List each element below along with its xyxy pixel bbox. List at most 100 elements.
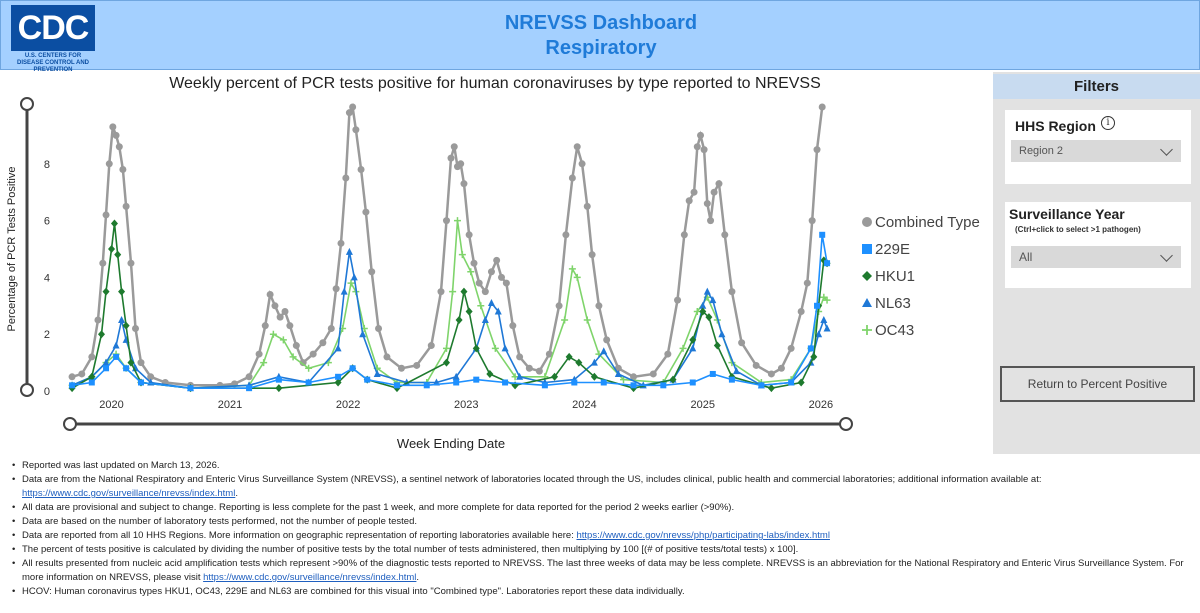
data-point-oc43 bbox=[491, 344, 499, 352]
data-point-combined-type bbox=[649, 370, 657, 378]
data-point-229e bbox=[788, 379, 795, 386]
data-point-hku1 bbox=[797, 378, 805, 387]
data-point-combined-type bbox=[697, 131, 705, 139]
y-tick-label: 8 bbox=[44, 159, 50, 171]
data-point-229e bbox=[393, 382, 400, 389]
note-suffix: . bbox=[235, 488, 238, 499]
data-point-hku1 bbox=[551, 372, 559, 381]
data-point-combined-type bbox=[535, 367, 543, 375]
info-icon[interactable]: i bbox=[1101, 116, 1115, 130]
cdc-logo-subtext: U.S. CENTERS FOR DISEASE CONTROL AND PRE… bbox=[16, 53, 89, 73]
data-point-combined-type bbox=[413, 361, 421, 369]
data-point-229e bbox=[453, 379, 460, 386]
x-range-slider-handle-left[interactable] bbox=[63, 417, 77, 431]
data-point-combined-type bbox=[119, 165, 127, 173]
data-point-combined-type bbox=[777, 364, 785, 372]
data-point-combined-type bbox=[357, 165, 365, 173]
x-tick-label: 2023 bbox=[454, 399, 478, 411]
data-point-hku1 bbox=[486, 369, 494, 378]
region-filter-card: HHS Region i Region 2 bbox=[1005, 110, 1191, 184]
data-point-combined-type bbox=[707, 217, 715, 225]
coronavirus-chart: Percentage of PCR Tests Positive 0 2 4 6 8 202… bbox=[6, 97, 980, 451]
note-item: Reported was last updated on March 13, 2… bbox=[12, 459, 1192, 473]
data-point-oc43 bbox=[511, 373, 519, 381]
data-point-nl63 bbox=[823, 324, 831, 332]
y-range-slider-handle-top[interactable] bbox=[20, 97, 34, 111]
data-point-combined-type bbox=[450, 143, 458, 151]
x-axis-label: Week Ending Date bbox=[397, 436, 505, 451]
data-point-combined-type bbox=[475, 279, 483, 287]
data-point-combined-type bbox=[131, 325, 139, 333]
note-text: Data are reported from all 10 HHS Region… bbox=[22, 530, 577, 541]
data-point-combined-type bbox=[818, 103, 826, 111]
data-point-229e bbox=[630, 382, 637, 389]
data-point-combined-type bbox=[752, 361, 760, 369]
region-select[interactable]: Region 2 bbox=[1011, 140, 1181, 162]
data-point-combined-type bbox=[568, 174, 576, 182]
data-point-hku1 bbox=[127, 358, 135, 367]
data-point-229e bbox=[814, 302, 821, 309]
data-point-combined-type bbox=[710, 188, 718, 196]
note-item: Data are from the National Respiratory a… bbox=[12, 473, 1192, 501]
data-point-combined-type bbox=[787, 344, 795, 352]
data-point-oc43 bbox=[269, 330, 277, 338]
year-select[interactable]: All bbox=[1011, 246, 1181, 268]
x-tick-label: 2021 bbox=[218, 399, 242, 411]
data-point-combined-type bbox=[427, 342, 435, 350]
data-point-oc43 bbox=[260, 359, 268, 367]
data-point-nl63 bbox=[118, 316, 126, 323]
y-tick-label: 2 bbox=[44, 329, 50, 341]
header-bar: CDC U.S. CENTERS FOR DISEASE CONTROL AND… bbox=[0, 0, 1200, 73]
data-point-combined-type bbox=[497, 273, 505, 281]
note-link[interactable]: https://www.cdc.gov/nrevss/php/participa… bbox=[576, 530, 830, 541]
data-point-oc43 bbox=[289, 353, 297, 361]
data-point-oc43 bbox=[561, 316, 569, 324]
note-link[interactable]: https://www.cdc.gov/surveillance/nrevss/… bbox=[203, 572, 417, 583]
data-point-combined-type bbox=[309, 350, 317, 358]
data-point-oc43 bbox=[347, 279, 355, 287]
data-point-oc43 bbox=[449, 288, 457, 296]
data-point-combined-type bbox=[127, 259, 135, 267]
data-point-combined-type bbox=[109, 123, 117, 131]
data-point-combined-type bbox=[562, 231, 570, 239]
data-point-nl63 bbox=[501, 344, 509, 352]
note-text: Data are based on the number of laborato… bbox=[22, 516, 418, 527]
data-point-oc43 bbox=[823, 296, 831, 304]
x-range-slider-handle-right[interactable] bbox=[839, 417, 853, 431]
data-point-combined-type bbox=[728, 288, 736, 296]
data-point-combined-type bbox=[502, 279, 510, 287]
data-point-combined-type bbox=[693, 143, 701, 151]
legend-label: NL63 bbox=[875, 295, 911, 312]
data-point-nl63 bbox=[334, 344, 342, 352]
data-point-229e bbox=[335, 373, 342, 380]
data-point-nl63 bbox=[452, 372, 460, 380]
note-text: Data are from the National Respiratory a… bbox=[22, 474, 1042, 485]
data-point-hku1 bbox=[472, 344, 480, 353]
y-range-slider-handle-bottom[interactable] bbox=[20, 383, 34, 397]
data-point-229e bbox=[824, 260, 831, 267]
data-point-229e bbox=[541, 382, 548, 389]
data-point-nl63 bbox=[494, 307, 502, 315]
note-text: The percent of tests positive is calcula… bbox=[22, 544, 799, 555]
data-point-nl63 bbox=[516, 372, 524, 380]
data-point-combined-type bbox=[583, 202, 591, 210]
data-point-nl63 bbox=[699, 301, 707, 309]
year-hint: (Ctrl+click to select >1 pathogen) bbox=[1015, 225, 1141, 234]
data-point-229e bbox=[113, 353, 120, 360]
data-point-combined-type bbox=[457, 160, 465, 168]
data-point-229e bbox=[502, 379, 509, 386]
data-point-hku1 bbox=[88, 372, 96, 381]
data-point-combined-type bbox=[266, 290, 274, 298]
note-link[interactable]: https://www.cdc.gov/surveillance/nrevss/… bbox=[22, 488, 236, 499]
return-to-percent-positive-button[interactable]: Return to Percent Positive bbox=[1000, 366, 1195, 402]
data-point-oc43 bbox=[467, 268, 475, 276]
data-point-nl63 bbox=[359, 330, 367, 338]
x-tick-label: 2020 bbox=[99, 399, 123, 411]
data-point-combined-type bbox=[362, 208, 370, 216]
data-point-combined-type bbox=[674, 296, 682, 304]
dashboard-title-line2: Respiratory bbox=[545, 37, 657, 59]
data-point-hku1 bbox=[590, 372, 598, 381]
data-point-combined-type bbox=[690, 188, 698, 196]
data-point-229e bbox=[600, 379, 607, 386]
data-point-combined-type bbox=[813, 146, 821, 154]
